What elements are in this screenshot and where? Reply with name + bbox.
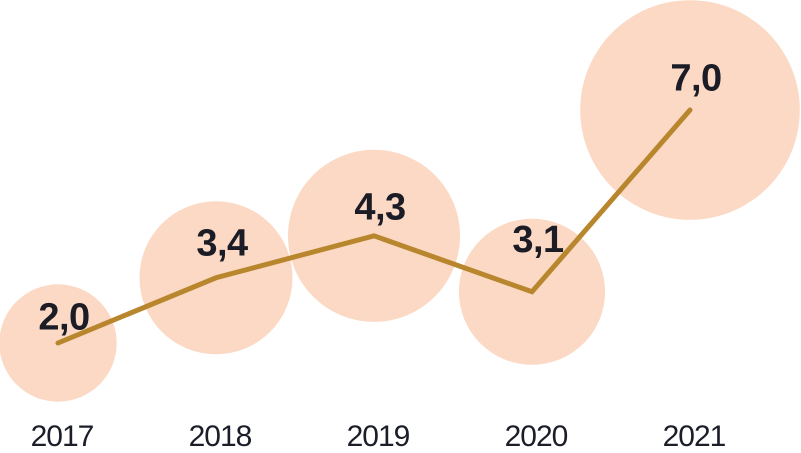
- x-tick-label-2017: 2017: [31, 420, 94, 453]
- x-tick-label-2021: 2021: [663, 420, 726, 453]
- x-tick-label-2020: 2020: [505, 420, 568, 453]
- value-label-2019: 4,3: [354, 186, 405, 228]
- value-label-2020: 3,1: [512, 219, 564, 261]
- trend-line: [55, 107, 693, 346]
- value-label-2021: 7,0: [670, 58, 721, 100]
- value-label-2018: 3,4: [196, 222, 248, 264]
- x-tick-label-2018: 2018: [189, 420, 252, 453]
- value-label-2017: 2,0: [38, 297, 89, 339]
- x-tick-label-2019: 2019: [347, 420, 410, 453]
